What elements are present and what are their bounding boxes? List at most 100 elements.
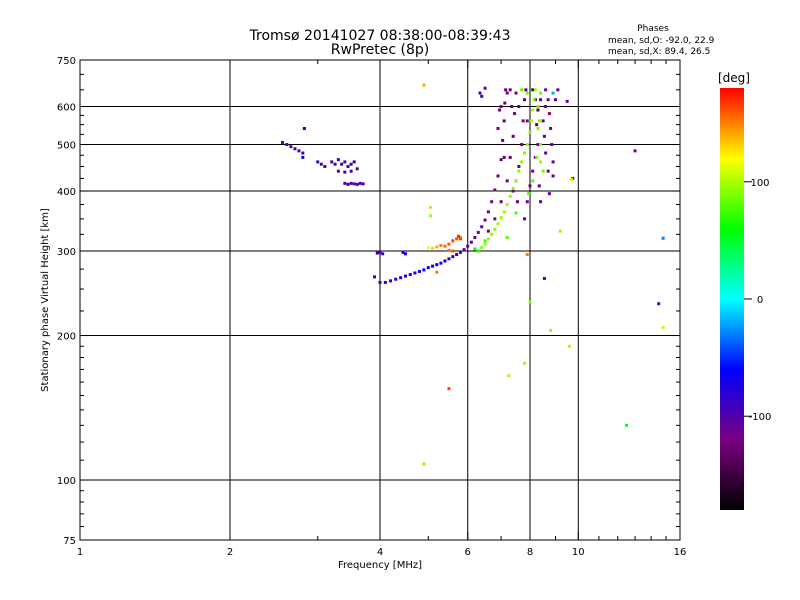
y-tick-label: 200: [57, 332, 76, 343]
data-point: [541, 169, 545, 173]
data-point: [536, 126, 540, 130]
data-point: [529, 119, 533, 123]
data-point: [389, 279, 393, 283]
data-point: [531, 179, 535, 183]
data-point: [403, 252, 407, 256]
data-point: [343, 160, 347, 164]
data-point: [570, 177, 574, 181]
data-point: [486, 229, 490, 233]
data-point: [499, 216, 503, 220]
data-point: [508, 194, 512, 198]
colorbar-tick-label: -100: [749, 412, 772, 423]
data-point: [340, 162, 344, 166]
data-point: [478, 91, 482, 95]
data-point: [435, 263, 439, 267]
data-point: [535, 123, 539, 127]
data-point: [381, 252, 385, 256]
colorbar-tick-label: 0: [757, 295, 763, 306]
data-point: [520, 160, 524, 164]
x-axis-ticks: 1 2 4 6 8 10 16: [77, 60, 686, 558]
data-point: [323, 164, 327, 168]
data-point: [422, 462, 426, 466]
data-point: [542, 276, 546, 280]
data-point: [551, 91, 555, 95]
data-point: [349, 162, 353, 166]
data-point: [378, 250, 382, 254]
data-point: [511, 134, 515, 138]
data-point: [531, 108, 535, 112]
x-tick-label: 1: [77, 547, 83, 558]
y-tick-label: 300: [57, 247, 76, 258]
data-point: [517, 164, 521, 168]
data-point: [523, 217, 527, 221]
data-point: [508, 155, 512, 159]
data-point: [458, 237, 462, 241]
data-point: [316, 160, 320, 164]
data-point: [378, 280, 382, 284]
data-point: [301, 155, 305, 159]
data-point: [499, 105, 503, 109]
x-axis-label: Frequency [MHz]: [338, 560, 422, 571]
data-point: [520, 88, 524, 92]
data-point: [428, 205, 432, 209]
data-point: [536, 105, 540, 109]
data-point: [297, 149, 301, 153]
data-point: [451, 249, 455, 253]
data-point: [567, 344, 571, 348]
x-tick-label: 4: [377, 547, 383, 558]
data-point: [505, 179, 509, 183]
data-point: [625, 423, 629, 427]
data-point: [336, 169, 340, 173]
data-point: [455, 237, 459, 241]
data-point: [633, 149, 637, 153]
data-point: [403, 274, 407, 278]
data-point: [302, 126, 306, 130]
data-point: [547, 192, 551, 196]
data-point: [458, 250, 462, 254]
data-point: [551, 174, 555, 178]
data-point: [483, 242, 487, 246]
data-point: [514, 211, 518, 215]
data-point: [462, 248, 466, 252]
data-point: [661, 325, 665, 329]
data-point: [521, 119, 525, 123]
data-point: [525, 143, 529, 147]
data-point: [546, 98, 550, 102]
data-point: [490, 232, 494, 236]
data-point: [565, 99, 569, 103]
data-point: [531, 169, 535, 173]
data-point: [499, 158, 503, 162]
data-point: [451, 239, 455, 243]
data-point: [546, 169, 550, 173]
data-point: [528, 300, 532, 304]
data-point: [349, 181, 353, 185]
data-point: [553, 98, 557, 102]
data-point: [544, 105, 548, 109]
data-point: [524, 88, 528, 92]
data-point: [330, 160, 334, 164]
data-point: [523, 151, 527, 155]
data-point: [346, 182, 350, 186]
data-point: [469, 240, 473, 244]
x-tick-label: 8: [527, 547, 533, 558]
data-point: [486, 237, 490, 241]
data-point: [426, 266, 430, 270]
y-axis-label: Stationary phase Virtual Height [km]: [40, 208, 51, 392]
data-point: [541, 119, 545, 123]
data-point: [493, 227, 497, 231]
data-point: [535, 155, 539, 159]
data-point: [523, 98, 527, 102]
data-point: [361, 182, 365, 186]
data-point: [301, 151, 305, 155]
data-point: [531, 88, 535, 92]
data-point: [536, 108, 540, 112]
data-point: [476, 230, 480, 234]
data-point: [476, 249, 480, 253]
data-point: [496, 222, 500, 226]
data-point: [355, 167, 359, 171]
chart-subtitle: RwPretec (8p): [331, 42, 429, 58]
data-point: [383, 280, 387, 284]
data-point: [451, 255, 455, 259]
data-point: [375, 251, 379, 255]
